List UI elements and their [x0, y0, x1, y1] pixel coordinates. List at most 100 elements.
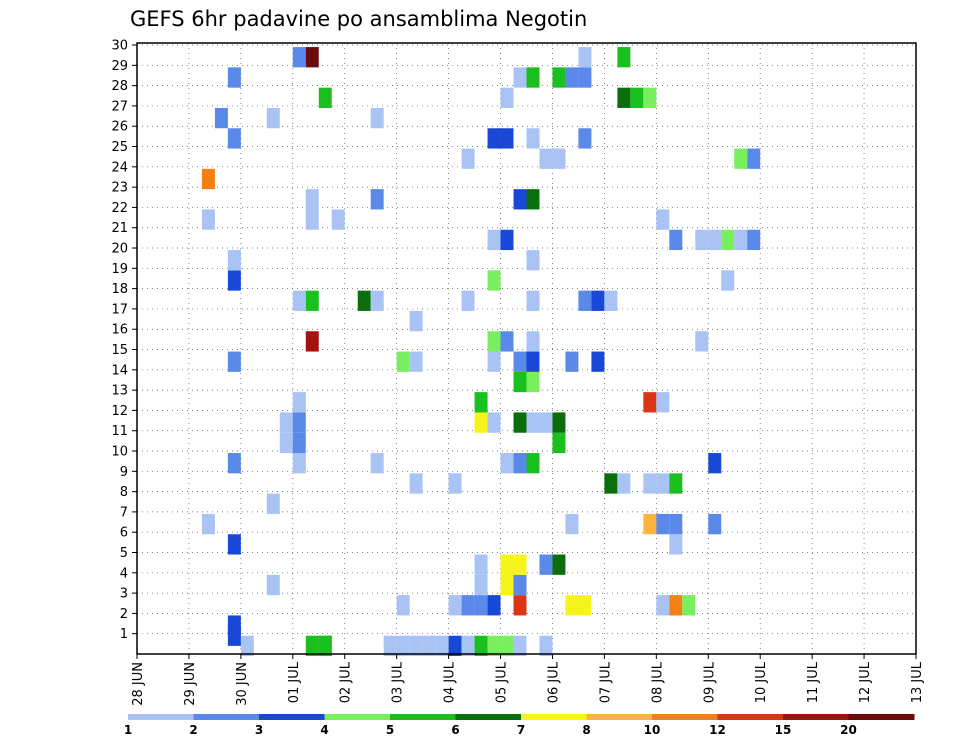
heat-cell — [227, 67, 241, 88]
y-tick-label: 13 — [111, 384, 128, 399]
heat-cell — [305, 189, 319, 210]
heat-cell — [591, 290, 605, 311]
colorbar-swatch — [521, 714, 587, 720]
heat-cell — [240, 635, 254, 657]
heat-cell — [487, 635, 501, 657]
heat-cell — [721, 270, 735, 291]
heat-cell — [578, 128, 592, 149]
heat-cell — [617, 473, 631, 494]
y-tick-label: 20 — [111, 242, 128, 257]
y-tick-label: 29 — [111, 59, 128, 74]
y-tick-label: 1 — [120, 627, 128, 642]
x-tick-label: 02 JUL — [339, 661, 354, 703]
heat-cell — [435, 635, 449, 657]
colorbar-label: 2 — [189, 723, 197, 737]
heat-cell — [513, 635, 527, 657]
heat-cell — [656, 513, 670, 535]
colorbar-swatch — [259, 714, 325, 720]
heat-cell — [552, 67, 566, 88]
y-tick-label: 17 — [111, 302, 128, 317]
x-tick-label: 06 JUL — [546, 661, 561, 703]
heat-cell — [422, 635, 436, 657]
heat-cell — [513, 351, 527, 372]
heat-cell — [487, 270, 501, 291]
heat-cell — [734, 148, 748, 169]
y-tick-label: 4 — [120, 566, 128, 581]
heat-cell — [292, 290, 306, 311]
heat-cell — [461, 635, 475, 657]
heat-cell — [604, 290, 618, 311]
heat-cell — [396, 635, 410, 657]
y-axis: 1234567891011121314151617181920212223242… — [111, 39, 137, 642]
y-tick-label: 5 — [120, 546, 128, 561]
heat-cell — [227, 128, 241, 149]
heat-cell — [461, 148, 475, 169]
y-tick-label: 23 — [111, 181, 128, 196]
colorbar-swatch — [390, 714, 456, 720]
heat-cell — [201, 513, 215, 535]
heat-cell — [643, 513, 657, 535]
heat-cell — [539, 635, 553, 657]
heat-cell — [513, 67, 527, 88]
heat-cell — [643, 473, 657, 494]
heat-cell — [396, 351, 410, 372]
heat-cell — [461, 595, 475, 616]
heat-cell — [513, 453, 527, 474]
heat-cell — [292, 432, 306, 454]
heat-cell — [643, 87, 657, 108]
heat-cell — [487, 229, 501, 251]
heat-cell — [279, 432, 293, 454]
colorbar-swatch — [652, 714, 718, 720]
plot-frame — [136, 42, 917, 655]
heat-cell — [318, 635, 332, 657]
heat-cell — [448, 635, 462, 657]
heat-cell — [552, 148, 566, 169]
heat-cell — [552, 554, 566, 575]
heat-cell — [526, 128, 540, 149]
heat-cell — [474, 412, 488, 433]
heat-cell — [487, 595, 501, 616]
heat-cell — [513, 371, 527, 393]
heat-cell — [526, 412, 540, 433]
heat-cell — [500, 87, 514, 108]
colorbar-label: 15 — [775, 723, 792, 737]
heat-cell — [370, 189, 384, 210]
heat-cell — [266, 574, 280, 596]
heat-cell — [578, 47, 592, 68]
heat-cell — [669, 534, 683, 555]
heat-cell — [409, 310, 423, 332]
colorbar-label: 7 — [517, 723, 525, 737]
heat-cell — [383, 635, 397, 657]
heat-cell — [474, 554, 488, 575]
heat-cell — [526, 331, 540, 352]
x-tick-label: 09 JUL — [702, 661, 717, 703]
heat-cell — [669, 595, 683, 616]
heat-cell — [565, 67, 579, 88]
heat-cell — [461, 290, 475, 311]
chart-title: GEFS 6hr padavine po ansamblima Negotin — [130, 7, 587, 31]
heat-cell — [539, 554, 553, 575]
colorbar-label: 4 — [320, 723, 328, 737]
y-tick-label: 24 — [111, 160, 128, 175]
y-tick-label: 11 — [111, 424, 128, 439]
heat-cell — [565, 595, 579, 616]
heat-cell — [539, 412, 553, 433]
heat-cell — [474, 574, 488, 596]
heat-cell — [266, 107, 280, 129]
heat-cell — [474, 635, 488, 657]
heat-cell — [669, 513, 683, 535]
heat-cell — [409, 635, 423, 657]
x-tick-label: 30 JUN — [235, 662, 250, 706]
heat-cell — [331, 209, 345, 230]
heat-cell — [526, 371, 540, 393]
colorbar-swatch — [848, 714, 915, 720]
y-tick-label: 2 — [120, 607, 128, 622]
colorbar-label: 3 — [255, 723, 263, 737]
heat-cell — [552, 412, 566, 433]
heat-cell — [500, 128, 514, 149]
colorbar: 1 2 3 4 5 6 7 8 10 12 15 20 — [124, 714, 915, 737]
y-tick-label: 22 — [111, 201, 128, 216]
heat-cell — [578, 595, 592, 616]
heat-cell — [747, 229, 761, 251]
